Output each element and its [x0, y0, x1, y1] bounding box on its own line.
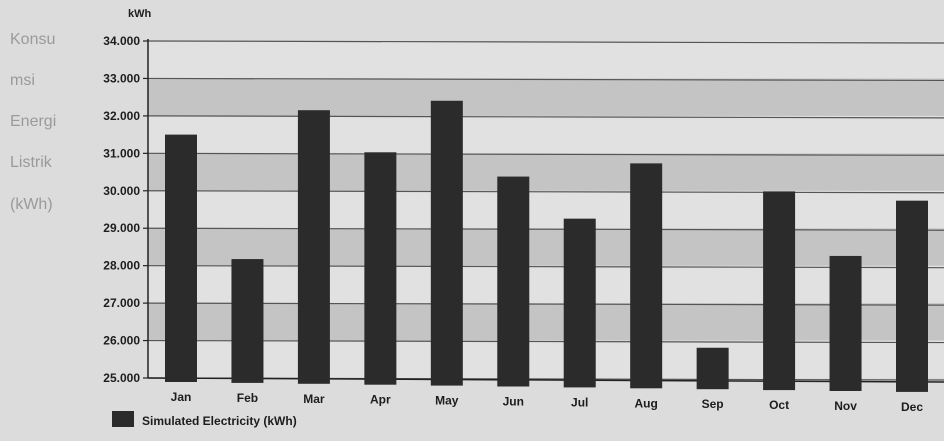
bar-aug [630, 163, 663, 389]
y-axis-title-line: msi [10, 72, 35, 89]
gridline [147, 40, 944, 44]
y-axis-title-line: (kWh) [10, 196, 53, 213]
gridline [147, 115, 944, 119]
x-tick-label: Mar [303, 392, 325, 406]
gridline [147, 227, 944, 231]
y-tick-label: 27.000 [103, 296, 140, 310]
y-tick-label: 34.000 [103, 34, 140, 48]
y-axis-title-line: Energi [10, 113, 56, 130]
bar-mar [297, 110, 330, 384]
plot-band [148, 115, 944, 154]
plot-band [148, 41, 944, 79]
y-axis-title-line: Listrik [10, 154, 53, 171]
y-axis-unit-label: kWh [128, 8, 152, 20]
bars [165, 100, 928, 392]
bar-apr [364, 152, 397, 385]
bar-feb [231, 259, 264, 383]
x-tick-label: Jun [503, 395, 524, 409]
bar-oct [763, 191, 796, 391]
y-tick-label: 33.000 [103, 71, 140, 85]
x-tick-label: Apr [370, 393, 391, 407]
y-tick-label: 28.000 [103, 259, 140, 273]
bar-dec [896, 200, 928, 392]
gridline [147, 302, 944, 306]
x-tick-label: Jul [571, 395, 588, 409]
y-tick-label: 25.000 [103, 371, 140, 385]
bar-jun [497, 176, 530, 387]
x-axis-line [147, 377, 944, 383]
plot-band [148, 153, 944, 191]
bar-jan [165, 134, 197, 382]
y-tick-labels: 25.000 26.000 27.000 28.000 29.000 30.000 31.0… [103, 34, 140, 385]
y-tick-label: 31.000 [103, 146, 140, 160]
x-tick-label: Nov [834, 399, 857, 413]
plot-band [148, 78, 944, 116]
x-tick-label: Dec [901, 400, 923, 414]
y-tick-label: 32.000 [103, 109, 140, 123]
plot-band [148, 340, 944, 378]
y-tick-label: 30.000 [103, 184, 140, 198]
x-tick-label: Feb [237, 391, 258, 405]
x-tick-label: Jan [171, 390, 192, 404]
legend-label: Simulated Electricity (kWh) [142, 414, 297, 428]
bar-nov [829, 255, 862, 391]
legend: Simulated Electricity (kWh) [112, 411, 297, 428]
gridline [147, 152, 944, 156]
gridline [147, 190, 944, 194]
plot-band [148, 190, 944, 229]
axes [147, 39, 944, 383]
plot-band [148, 265, 944, 304]
plot-bands [148, 41, 944, 378]
plot-band [148, 228, 944, 266]
gridline [147, 339, 944, 344]
y-tick-label: 26.000 [103, 334, 140, 348]
y-axis-title-line: Konsu [10, 31, 55, 48]
x-tick-labels: Jan Feb Mar Apr May Jun Jul Aug Sep Oct Nov Dec [171, 390, 924, 414]
x-tick-label: Sep [702, 397, 724, 411]
x-tick-label: May [435, 394, 459, 408]
plot-band [148, 303, 944, 341]
bar-jul [563, 218, 596, 388]
gridlines [143, 40, 944, 381]
bar-sep [696, 347, 729, 390]
x-tick-label: Aug [635, 396, 658, 410]
x-tick-label: Oct [769, 398, 789, 412]
y-tick-label: 29.000 [103, 221, 140, 235]
bar-may [430, 100, 463, 386]
legend-swatch [112, 411, 134, 427]
gridline [147, 265, 944, 269]
y-axis-title: Konsu msi Energi Listrik (kWh) [10, 31, 56, 213]
gridline [147, 77, 944, 82]
